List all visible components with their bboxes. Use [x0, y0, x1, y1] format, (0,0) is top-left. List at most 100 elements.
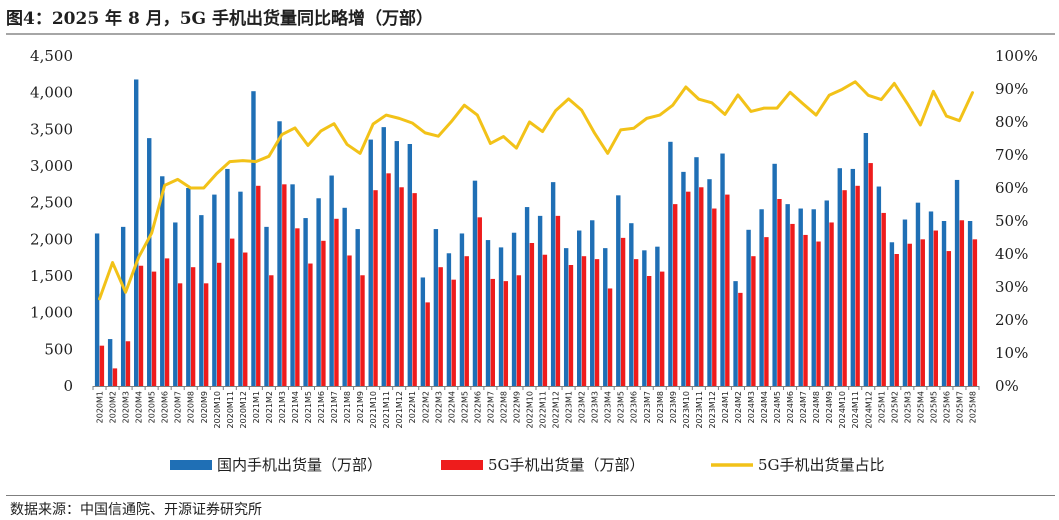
bar-domestic	[902, 219, 908, 386]
bar-domestic	[785, 204, 790, 386]
bar-domestic	[420, 277, 426, 386]
bar-5g	[581, 256, 587, 386]
bar-5g	[295, 228, 300, 386]
bar-domestic	[537, 215, 543, 386]
x-tick-labels: 2020M1 2020M2 2020M3 2020M4 2020M5 2020M6 2020…	[96, 391, 978, 428]
bar-5g	[256, 185, 261, 386]
bar-domestic	[720, 153, 725, 386]
x-tick-label: 2025M8	[968, 391, 977, 423]
x-tick-label: 2024M5	[773, 391, 782, 423]
bar-domestic	[524, 207, 530, 386]
bar-domestic	[629, 223, 634, 386]
bar-5g	[399, 187, 404, 386]
bar-5g	[673, 204, 678, 386]
bar-domestic	[107, 339, 113, 386]
bar-5g	[959, 220, 965, 386]
bar-domestic	[798, 208, 803, 386]
bar-domestic	[120, 226, 126, 386]
x-tick-label: 2023M3	[591, 391, 600, 423]
bar-domestic	[655, 246, 660, 386]
bar-domestic	[563, 248, 569, 386]
bar-domestic	[433, 229, 439, 386]
bar-5g	[972, 239, 978, 386]
bar-domestic	[472, 180, 478, 386]
left-tick-label: 3,500	[30, 120, 73, 138]
x-tick-label: 2022M9	[512, 391, 521, 423]
bar-5g	[946, 251, 952, 386]
x-tick-label: 2022M11	[539, 391, 548, 428]
bar-5g	[555, 215, 561, 386]
bar-5g	[177, 283, 183, 386]
bar-5g	[373, 190, 378, 386]
x-tick-label: 2020M9	[200, 391, 209, 423]
bar-5g	[425, 302, 430, 386]
x-tick-label: 2024M2	[734, 391, 743, 423]
x-tick-label: 2025M3	[903, 391, 912, 423]
right-tick-label: 50%	[995, 212, 1028, 230]
bar-domestic	[498, 247, 504, 386]
bar-domestic	[550, 182, 556, 386]
share-line	[98, 80, 974, 301]
x-tick-label: 2022M3	[434, 391, 443, 423]
bar-5g	[216, 262, 222, 386]
bar-domestic	[811, 209, 816, 386]
x-tick-label: 2022M5	[460, 391, 469, 423]
x-tick-label: 2021M12	[395, 391, 404, 428]
bar-5g	[725, 194, 730, 386]
bar-domestic	[733, 281, 738, 386]
x-tick-label: 2020M3	[122, 391, 131, 423]
bar-domestic	[694, 157, 699, 386]
bar-5g	[620, 237, 626, 386]
bar-domestic	[381, 127, 386, 386]
bar-domestic	[407, 144, 413, 386]
right-tick-label: 70%	[995, 146, 1028, 164]
bar-5g	[282, 184, 287, 386]
bar-domestic	[941, 221, 947, 386]
bar-domestic	[967, 221, 973, 386]
x-tick-label: 2021M9	[356, 391, 365, 423]
bar-domestic	[876, 186, 882, 386]
bar-domestic	[290, 184, 295, 386]
x-tick-label: 2023M7	[643, 391, 652, 423]
left-tick-label: 500	[44, 340, 73, 358]
bar-domestic	[603, 248, 608, 386]
title-rule	[6, 33, 1055, 35]
x-tick-label: 2023M9	[669, 391, 678, 423]
x-tick-label: 2023M11	[695, 391, 704, 428]
bar-domestic	[394, 141, 399, 386]
right-tick-label: 80%	[995, 113, 1028, 131]
x-tick-label: 2020M2	[109, 391, 118, 423]
bar-5g	[764, 237, 769, 386]
x-tick-label: 2023M10	[682, 391, 691, 428]
bar-domestic	[707, 179, 712, 386]
x-tick-label: 2022M7	[486, 391, 495, 423]
x-tick-label: 2023M4	[604, 391, 613, 423]
bar-domestic	[316, 198, 321, 386]
bar-domestic	[94, 233, 100, 386]
left-tick-label: 4,500	[30, 47, 73, 65]
bar-5g	[868, 163, 873, 386]
bar-5g	[451, 279, 456, 386]
bar-5g	[751, 256, 756, 386]
bar-5g	[894, 254, 899, 386]
x-tick-label: 2021M10	[369, 391, 378, 428]
bar-domestic	[199, 215, 204, 386]
bar-domestic	[759, 209, 764, 386]
bar-5g	[881, 212, 886, 386]
bar-5g	[243, 252, 248, 386]
bar-domestic	[824, 200, 829, 386]
bar-5g	[829, 222, 834, 386]
left-axis: 0 500 1,000 1,500 2,000 2,500 3,000 3,500 4,000 4…	[30, 47, 73, 395]
bar-5g	[855, 185, 860, 386]
bar-5g	[477, 217, 482, 386]
x-tick-label: 2024M8	[812, 391, 821, 423]
bar-domestic	[485, 240, 491, 386]
left-tick-label: 4,000	[30, 84, 73, 102]
bar-domestic	[342, 207, 347, 386]
bar-domestic	[850, 168, 856, 386]
left-tick-label: 1,500	[30, 267, 73, 285]
bar-5g	[686, 191, 691, 386]
left-tick-label: 3,000	[30, 157, 73, 175]
bar-domestic	[642, 250, 647, 386]
x-tick-label: 2020M8	[187, 391, 196, 423]
